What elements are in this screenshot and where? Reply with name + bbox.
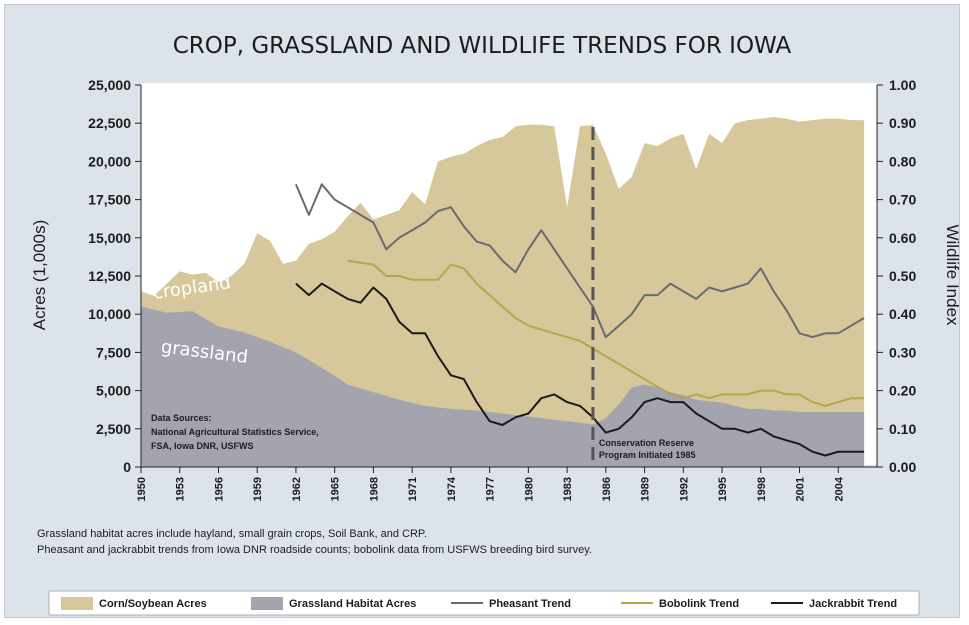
right-tick-label: 0.90 — [889, 115, 916, 131]
right-axis-ticks: 0.00 0.10 0.20 0.30 0.40 0.50 0.60 0.70 0.80 0.90… — [877, 77, 916, 475]
left-tick-label: 22,500 — [88, 115, 131, 131]
left-tick-label: 25,000 — [88, 77, 131, 93]
left-tick-label: 17,500 — [88, 192, 131, 208]
left-tick-label: 2,500 — [96, 421, 131, 437]
legend-label-bobolink-trend: Bobolink Trend — [659, 598, 739, 610]
left-tick-label: 7,500 — [96, 344, 131, 360]
data-source-line-3: FSA, Iowa DNR, USFWS — [151, 441, 254, 451]
legend-swatch-grassland-habitat-acres — [251, 597, 283, 610]
y-left-label: Acres (1,000s) — [30, 220, 49, 331]
left-tick-label: 15,000 — [88, 230, 131, 246]
grassland-habitat-acres-area — [141, 306, 865, 467]
data-source-line-1: Data Sources: — [151, 413, 212, 423]
left-tick-label: 20,000 — [88, 153, 131, 169]
x-tick-label: 1971 — [407, 477, 419, 501]
chart-svg: CROP, GRASSLAND AND WILDLIFE TRENDS FOR … — [30, 33, 959, 616]
x-tick-label: 1950 — [136, 477, 148, 501]
x-tick-label: 1986 — [601, 477, 613, 501]
x-tick-label: 1959 — [252, 477, 264, 501]
left-tick-label: 5,000 — [96, 383, 131, 399]
data-source-line-2: National Agricultural Statistics Service… — [151, 427, 319, 437]
x-tick-label: 1989 — [640, 477, 652, 501]
right-tick-label: 0.80 — [889, 153, 916, 169]
jackrabbit-trend-line — [295, 282, 865, 457]
left-axis-ticks: 0 2,500 5,000 7,500 10,000 12,500 15,000 17,500… — [88, 77, 141, 475]
left-tick-label: 10,000 — [88, 306, 131, 322]
x-tick-label: 2004 — [833, 476, 845, 501]
right-tick-label: 0.70 — [889, 192, 916, 208]
legend-label-corn-soybean-acres: Corn/Soybean Acres — [99, 598, 207, 610]
x-tick-label: 1980 — [523, 477, 535, 501]
x-tick-label: 2001 — [795, 477, 807, 501]
x-tick-label: 1998 — [756, 477, 768, 501]
x-axis-ticks: 1950 1953 1956 1959 1962 1965 1968 1971 1974 1977… — [136, 467, 845, 501]
chart-title: CROP, GRASSLAND AND WILDLIFE TRENDS FOR … — [173, 33, 792, 59]
chart-frame: CROP, GRASSLAND AND WILDLIFE TRENDS FOR … — [4, 4, 960, 618]
x-tick-label: 1995 — [717, 477, 729, 501]
right-tick-label: 0.00 — [889, 459, 916, 475]
legend-swatch-corn-soybean-acres — [61, 597, 93, 610]
right-tick-label: 0.60 — [889, 230, 916, 246]
right-tick-label: 0.30 — [889, 344, 916, 360]
note-line-2: Pheasant and jackrabbit trends from Iowa… — [37, 544, 592, 556]
x-tick-label: 1968 — [368, 477, 380, 501]
y-right-label: Wildlife Index — [943, 224, 959, 326]
right-tick-label: 0.10 — [889, 421, 916, 437]
legend-label-jackrabbit-trend: Jackrabbit Trend — [809, 598, 897, 610]
x-tick-label: 1983 — [562, 477, 574, 501]
note-line-1: Grassland habitat acres include hayland,… — [37, 528, 427, 540]
legend: Corn/Soybean Acres Grassland Habitat Acre… — [48, 590, 920, 616]
right-tick-label: 0.20 — [889, 383, 916, 399]
bobolink-trend-line — [347, 259, 865, 407]
x-tick-label: 1992 — [678, 477, 690, 501]
right-tick-label: 0.50 — [889, 268, 916, 284]
x-tick-label: 1974 — [446, 476, 458, 501]
x-tick-label: 1965 — [330, 477, 342, 501]
crp-annotation-line-2: Program Initiated 1985 — [599, 450, 696, 460]
crp-annotation-line-1: Conservation Reserve — [599, 438, 694, 448]
pheasant-trend-line — [294, 183, 865, 339]
x-tick-label: 1956 — [213, 477, 225, 501]
x-tick-label: 1962 — [291, 477, 303, 501]
right-tick-label: 1.00 — [889, 77, 916, 93]
left-tick-label: 12,500 — [88, 268, 131, 284]
legend-label-grassland-habitat-acres: Grassland Habitat Acres — [289, 598, 416, 610]
left-tick-label: 0 — [123, 459, 131, 475]
legend-label-pheasant-trend: Pheasant Trend — [489, 598, 571, 610]
right-tick-label: 0.40 — [889, 306, 916, 322]
x-tick-label: 1977 — [485, 477, 497, 501]
x-tick-label: 1953 — [175, 477, 187, 501]
